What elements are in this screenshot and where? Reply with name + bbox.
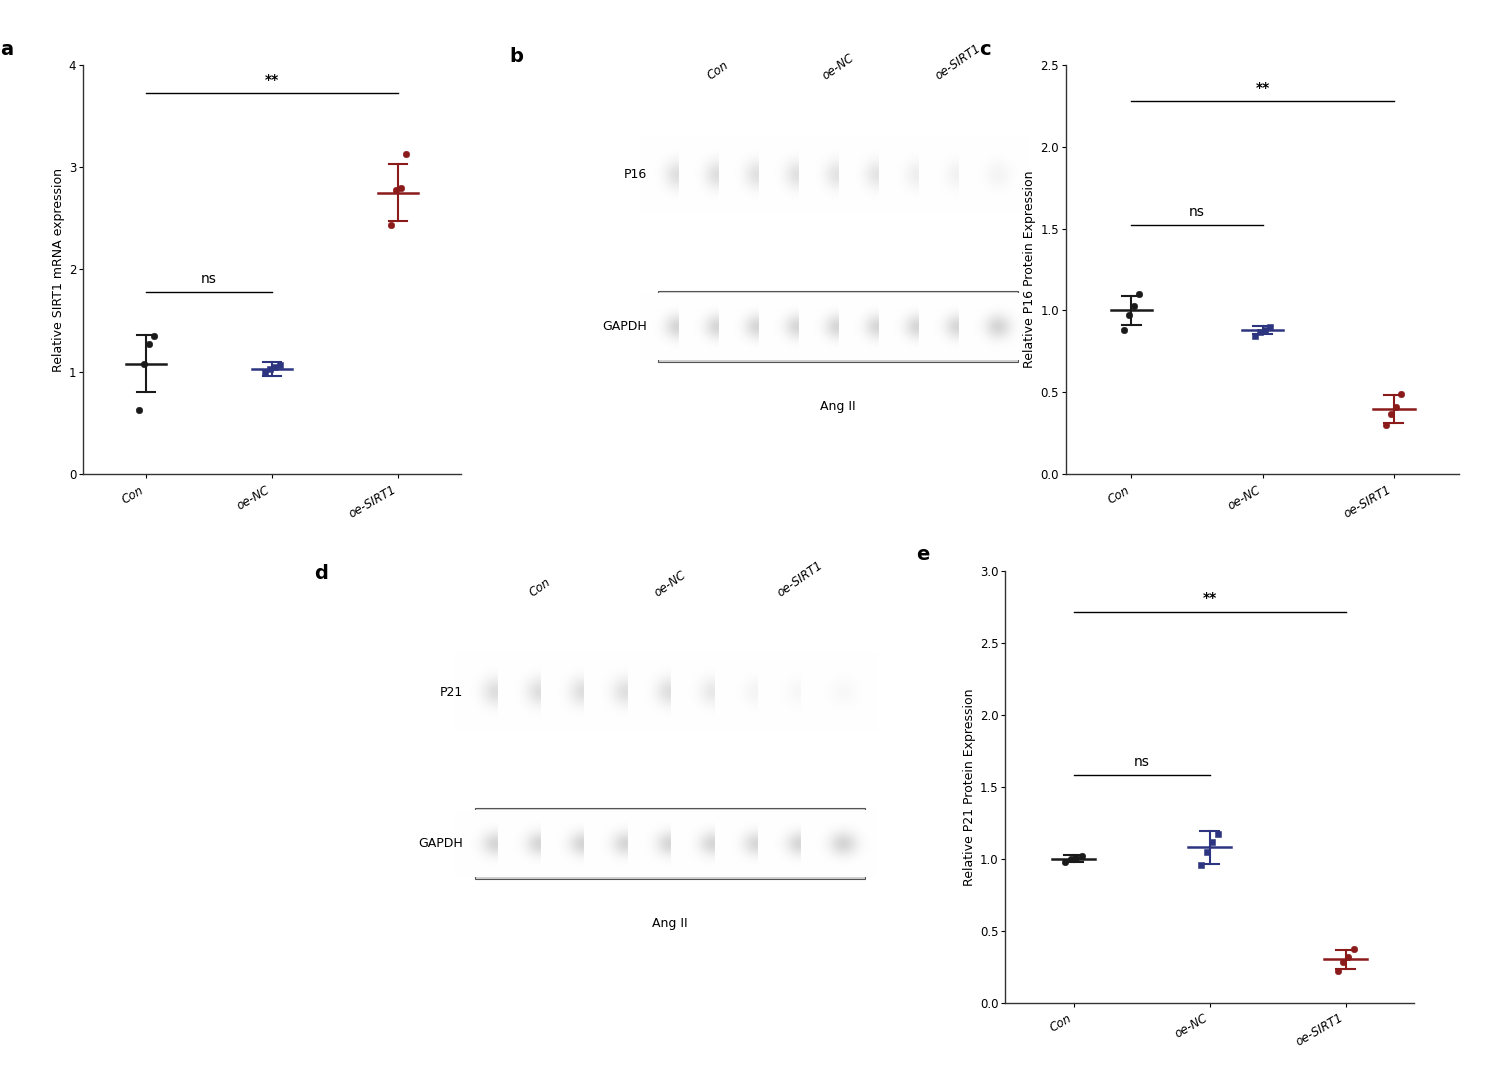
Bar: [658, 139, 1018, 210]
Point: [1111, 321, 1136, 338]
Point: [1058, 851, 1083, 868]
Point: [378, 217, 402, 234]
Point: [389, 179, 413, 196]
Point: [1243, 328, 1267, 345]
Point: [127, 401, 151, 418]
Point: [1194, 844, 1219, 861]
Text: ns: ns: [201, 272, 218, 286]
Point: [268, 356, 292, 373]
Text: Ang II: Ang II: [820, 400, 856, 413]
Point: [142, 328, 166, 345]
Text: oe-NC: oe-NC: [652, 568, 688, 599]
Point: [1379, 405, 1403, 423]
Point: [1341, 940, 1365, 957]
Text: oe-NC: oe-NC: [820, 51, 856, 82]
Text: oe-SIRT1: oe-SIRT1: [776, 558, 826, 599]
Text: P16: P16: [624, 168, 647, 181]
Point: [132, 355, 156, 372]
Point: [1337, 949, 1361, 966]
Point: [1054, 854, 1078, 871]
Text: P21: P21: [440, 686, 463, 699]
Text: d: d: [314, 564, 328, 583]
Point: [1117, 307, 1142, 324]
Point: [1258, 318, 1282, 335]
Text: **: **: [1202, 591, 1217, 605]
Point: [1122, 296, 1146, 314]
Point: [1190, 857, 1214, 874]
Bar: [658, 291, 1018, 362]
Y-axis label: Relative P21 Protein Expression: Relative P21 Protein Expression: [963, 688, 975, 886]
Point: [263, 358, 287, 375]
Text: e: e: [916, 545, 928, 565]
Text: c: c: [980, 40, 990, 59]
Point: [1390, 386, 1414, 403]
Point: [1331, 953, 1355, 970]
Point: [393, 146, 417, 163]
Point: [1205, 825, 1229, 842]
Bar: [475, 657, 865, 728]
Text: a: a: [0, 40, 14, 59]
Y-axis label: Relative SIRT1 mRNA expression: Relative SIRT1 mRNA expression: [51, 167, 65, 372]
Text: ns: ns: [1188, 205, 1205, 219]
Point: [257, 360, 281, 377]
Point: [1064, 849, 1089, 867]
Text: **: **: [1255, 81, 1270, 95]
Y-axis label: Relative P16 Protein Expression: Relative P16 Protein Expression: [1024, 170, 1036, 369]
Text: Con: Con: [526, 576, 553, 599]
Point: [1128, 286, 1152, 303]
Text: GAPDH: GAPDH: [419, 838, 463, 851]
Text: b: b: [510, 46, 523, 66]
Point: [1253, 321, 1278, 338]
Point: [1383, 399, 1408, 416]
Point: [253, 363, 277, 381]
Point: [1326, 963, 1350, 980]
Text: Con: Con: [705, 58, 730, 82]
Text: Ang II: Ang II: [652, 917, 688, 930]
Point: [1247, 323, 1272, 341]
Point: [1373, 416, 1397, 433]
Point: [136, 335, 160, 353]
Point: [1201, 833, 1225, 851]
Text: GAPDH: GAPDH: [602, 320, 647, 333]
Text: **: **: [265, 73, 280, 87]
Point: [384, 181, 408, 198]
Text: ns: ns: [1134, 755, 1149, 769]
Bar: [475, 808, 865, 880]
Text: oe-SIRT1: oe-SIRT1: [933, 41, 983, 82]
Point: [1069, 847, 1093, 865]
